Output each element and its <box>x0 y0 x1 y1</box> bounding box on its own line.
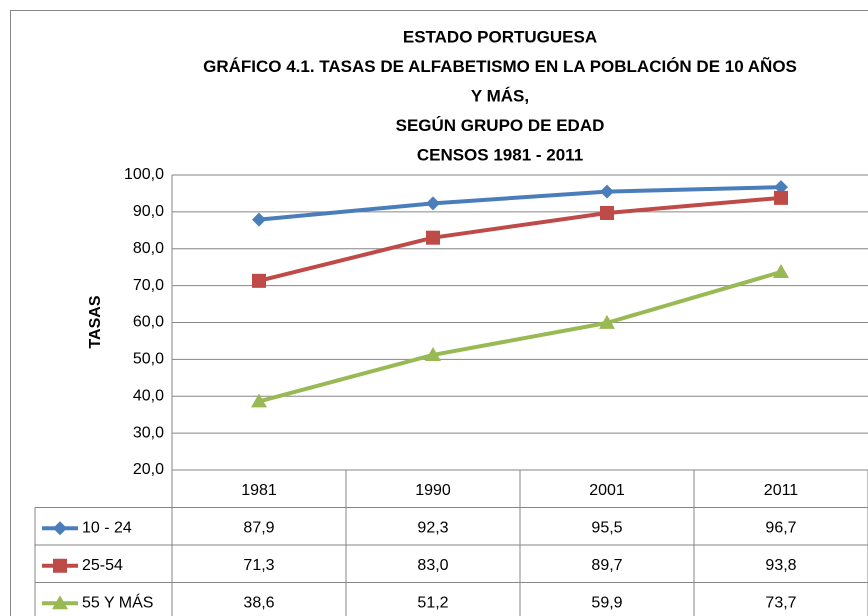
chart-title: SEGÚN GRUPO DE EDAD <box>396 116 605 135</box>
marker <box>774 190 788 205</box>
x-tick-label: 1990 <box>415 482 451 499</box>
table-value: 51,2 <box>417 594 448 611</box>
y-tick-label: 100,0 <box>124 166 164 183</box>
table-value: 71,3 <box>243 557 274 574</box>
x-tick-label: 2001 <box>589 482 625 499</box>
table-value: 89,7 <box>591 557 622 574</box>
series-line <box>258 185 782 222</box>
table-value: 96,7 <box>765 519 796 536</box>
marker <box>426 196 440 211</box>
x-tick-label: 1981 <box>241 482 277 499</box>
marker <box>599 314 615 329</box>
series-line <box>258 195 782 283</box>
table-value: 38,6 <box>243 594 274 611</box>
marker <box>600 205 614 220</box>
marker <box>426 230 440 245</box>
y-tick-label: 70,0 <box>133 277 164 294</box>
marker <box>52 595 68 610</box>
chart-title: ESTADO PORTUGUESA <box>403 27 597 46</box>
y-tick-label: 20,0 <box>133 461 164 478</box>
marker <box>251 393 267 408</box>
x-tick-label: 2011 <box>764 482 799 499</box>
marker <box>600 184 614 199</box>
chart-title: GRÁFICO 4.1. TASAS DE ALFABETISMO EN LA … <box>203 56 797 76</box>
marker <box>53 521 67 536</box>
table-value: 59,9 <box>591 594 622 611</box>
y-tick-label: 50,0 <box>133 351 164 368</box>
table-value: 83,0 <box>417 557 448 574</box>
legend-label: 55 Y MÁS <box>82 592 153 611</box>
y-axis-label: TASAS <box>87 295 104 348</box>
legend-label: 25-54 <box>82 557 123 574</box>
marker <box>773 263 789 278</box>
table-value: 93,8 <box>765 557 796 574</box>
table-value: 92,3 <box>417 519 448 536</box>
marker <box>53 558 67 573</box>
table-value: 73,7 <box>765 594 796 611</box>
marker <box>252 273 266 288</box>
legend-label: 10 - 24 <box>82 519 132 536</box>
marker <box>774 180 788 195</box>
y-tick-label: 30,0 <box>133 424 164 441</box>
chart-border <box>10 10 868 616</box>
y-tick-label: 80,0 <box>133 240 164 257</box>
chart-title: Y MÁS, <box>471 86 529 105</box>
marker <box>425 346 441 361</box>
y-tick-label: 40,0 <box>133 387 164 404</box>
marker <box>252 212 266 227</box>
chart-title: CENSOS 1981 - 2011 <box>417 145 583 164</box>
y-tick-label: 90,0 <box>133 203 164 220</box>
table-value: 87,9 <box>243 519 274 536</box>
series-line <box>258 270 782 404</box>
table-value: 95,5 <box>591 519 622 536</box>
y-tick-label: 60,0 <box>133 314 164 331</box>
